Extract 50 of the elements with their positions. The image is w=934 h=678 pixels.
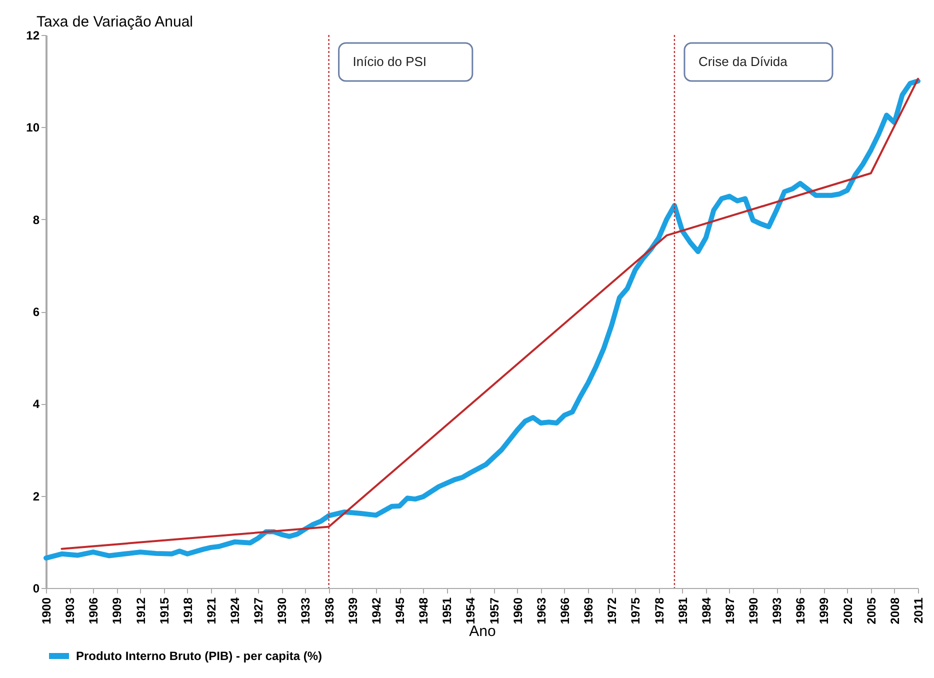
x-tick-label: 1969	[582, 597, 596, 624]
x-tick-label: 2005	[864, 597, 878, 624]
x-tick-label: 1996	[794, 597, 808, 624]
x-tick-label: 1975	[628, 597, 643, 624]
x-tick-label: 1984	[699, 597, 714, 624]
x-tick-label: 1945	[393, 597, 408, 624]
x-tick-label: 1918	[180, 597, 195, 624]
ref-line-label: Início do PSI	[352, 54, 427, 69]
y-tick-label: 2	[32, 489, 40, 504]
y-tick-label: 4	[32, 397, 40, 412]
x-tick-label: 2002	[840, 597, 855, 624]
x-tick-label: 1966	[558, 597, 572, 624]
y-tick-label: 0	[32, 582, 40, 596]
x-tick-label: 2008	[888, 597, 902, 624]
x-tick-label: 1954	[464, 597, 478, 624]
y-axis-title: Taxa de Variação Anual	[36, 14, 193, 30]
x-axis-title: Ano	[469, 623, 496, 640]
legend-label: Produto Interno Bruto (PIB) - per capita (%)	[76, 649, 322, 663]
y-tick-label: 12	[26, 28, 40, 42]
x-tick-label: 1981	[676, 597, 690, 624]
x-tick-label: 1906	[86, 597, 101, 624]
x-tick-label: 1942	[369, 597, 384, 624]
x-tick-label: 1915	[157, 597, 172, 624]
x-tick-label: 1993	[770, 597, 784, 624]
y-tick-label: 10	[26, 120, 40, 135]
y-tick-label: 8	[32, 212, 40, 227]
x-tick-label: 1909	[110, 597, 124, 624]
x-tick-label: 1900	[40, 597, 54, 624]
x-tick-label: 1990	[746, 597, 761, 624]
x-tick-label: 1927	[252, 597, 266, 624]
x-tick-label: 1963	[534, 597, 548, 624]
x-tick-label: 1903	[63, 597, 78, 624]
x-tick-label: 1936	[322, 597, 336, 624]
y-tick-label: 6	[32, 305, 40, 319]
x-tick-label: 1933	[298, 597, 313, 624]
x-tick-label: 1948	[416, 597, 431, 624]
x-tick-label: 1957	[487, 597, 502, 624]
x-tick-label: 1972	[605, 597, 620, 624]
x-tick-label: 2011	[912, 597, 926, 624]
x-tick-label: 1978	[652, 597, 666, 624]
x-tick-label: 1924	[228, 597, 242, 624]
x-tick-label: 1987	[722, 597, 737, 624]
x-tick-label: 1912	[134, 597, 148, 624]
x-tick-label: 1999	[817, 597, 832, 624]
ref-line-label: Crise da Dívida	[698, 54, 788, 69]
x-tick-label: 1930	[275, 597, 290, 624]
x-tick-label: 1921	[204, 597, 218, 624]
x-tick-label: 1939	[346, 597, 360, 624]
x-tick-label: 1960	[510, 597, 525, 624]
x-tick-label: 1951	[440, 597, 454, 624]
